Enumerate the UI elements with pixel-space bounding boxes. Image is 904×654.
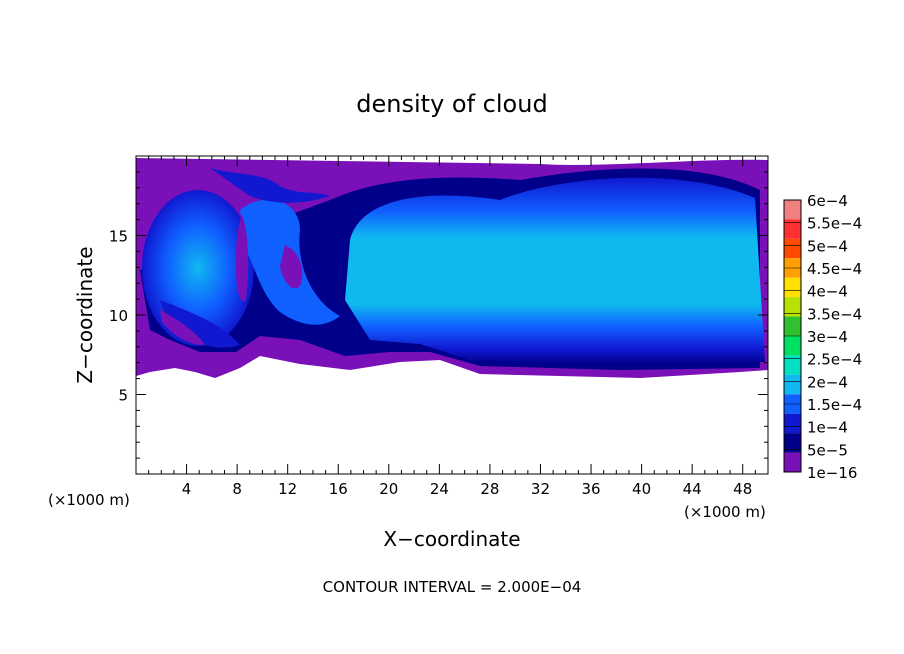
x-tick-label: 4 [182,480,192,498]
x-tick-label: 8 [232,480,242,498]
x-tick-label: 44 [683,480,702,498]
y-tick-label: 5 [118,387,128,405]
y-tick-label: 15 [109,228,128,246]
x-axis-ticks: 4 8 12 16 20 24 28 32 36 40 44 48 [182,480,752,498]
colorbar-label: 2.5e−4 [807,351,862,369]
colorbar-label: 6e−4 [807,192,848,210]
colorbar-label: 1.5e−4 [807,396,862,414]
x-unit-right: (×1000 m) [684,503,766,521]
colorbar-label: 3e−4 [807,328,848,346]
colorbar-swatch [784,277,801,298]
x-tick-label: 28 [480,480,499,498]
x-tick-label: 36 [581,480,600,498]
colorbar-swatch [784,297,801,317]
cloud-main-body [345,177,765,364]
colorbar-label: 5.5e−4 [807,215,862,233]
colorbar-label: 5e−5 [807,441,848,459]
colorbar: 6e−4 5.5e−4 5e−4 4.5e−4 4e−4 3.5e−4 3e−4 2.5e−4… [783,192,862,482]
cloud-swirl-purple [160,310,205,346]
colorbar-label: 4.5e−4 [807,260,862,278]
cloud-plume-3 [280,245,303,289]
y-axis-ticks: 5 10 15 [109,228,128,405]
chart-title: density of cloud [356,90,547,118]
colorbar-swatch [784,452,801,472]
colorbar-label: 1e−16 [807,464,857,482]
y-tick-label: 10 [109,307,128,325]
y-axis-label: Z−coordinate [73,246,97,383]
colorbar-label: 1e−4 [807,419,848,437]
minor-ticks [136,156,768,474]
colorbar-label: 5e−4 [807,237,848,255]
x-tick-label: 48 [733,480,752,498]
colorbar-swatch [784,238,801,259]
colorbar-swatch [784,355,801,375]
contour-interval: CONTOUR INTERVAL = 2.000E−04 [323,578,582,596]
x-tick-label: 20 [379,480,398,498]
colorbar-swatch [784,374,801,395]
x-tick-label: 24 [430,480,449,498]
cloud-field [136,158,768,378]
colorbar-swatch [784,219,801,239]
colorbar-label: 2e−4 [807,373,848,391]
cloud-top-wisp [210,168,330,203]
cloud-plume-2 [236,215,249,302]
colorbar-swatch [784,433,801,453]
colorbar-label: 3.5e−4 [807,305,862,323]
x-unit-left: (×1000 m) [48,491,130,509]
x-tick-label: 32 [531,480,550,498]
x-tick-label: 16 [329,480,348,498]
colorbar-swatch [784,336,801,356]
colorbar-swatch [784,316,801,336]
colorbar-label: 4e−4 [807,283,848,301]
colorbar-swatch [784,200,801,220]
x-axis-label: X−coordinate [383,527,520,551]
x-tick-label: 12 [278,480,297,498]
colorbar-swatch [784,413,801,434]
x-tick-label: 40 [632,480,651,498]
